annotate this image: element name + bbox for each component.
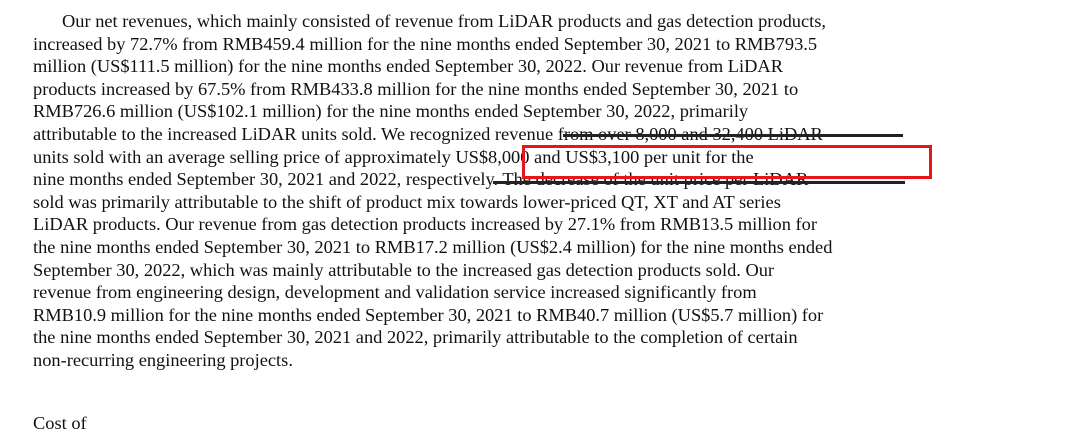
paragraph-line: RMB10.9 million for the nine months ende… [33,304,824,325]
redaction-strike [493,181,905,184]
paragraph-line: LiDAR products. Our revenue from gas det… [33,214,817,235]
paragraph-line: products increased by 67.5% from RMB433.… [33,78,799,99]
paragraph-line: sold was primarily attributable to the s… [33,191,781,212]
paragraph-line: revenue from engineering design, develop… [33,282,757,303]
paragraph-line: RMB726.6 million (US$102.1 million) for … [33,101,749,122]
paragraph-line: increased by 72.7% from RMB459.4 million… [33,33,818,54]
paragraph-line: September 30, 2022, which was mainly att… [33,259,775,280]
redaction-strike [563,134,903,137]
section-heading: Cost of [33,413,87,434]
paragraph-line: the nine months ended September 30, 2021… [33,327,798,348]
highlight-box [522,145,932,179]
paragraph-line: attributable to the increased LiDAR unit… [33,124,823,144]
paragraph-line: the nine months ended September 30, 2021… [33,237,833,257]
paragraph-line: units sold with an average selling price… [33,146,754,167]
paragraph-line: non-recurring engineering projects. [33,350,293,370]
paragraph-line: nine months ended September 30, 2021 and… [33,169,809,190]
page: Cost of non-recurring engineering project… [33,11,932,434]
paragraph-line: million (US$111.5 million) for the nine … [33,56,783,77]
paragraph-line: Our net revenues, which mainly consisted… [62,11,827,31]
